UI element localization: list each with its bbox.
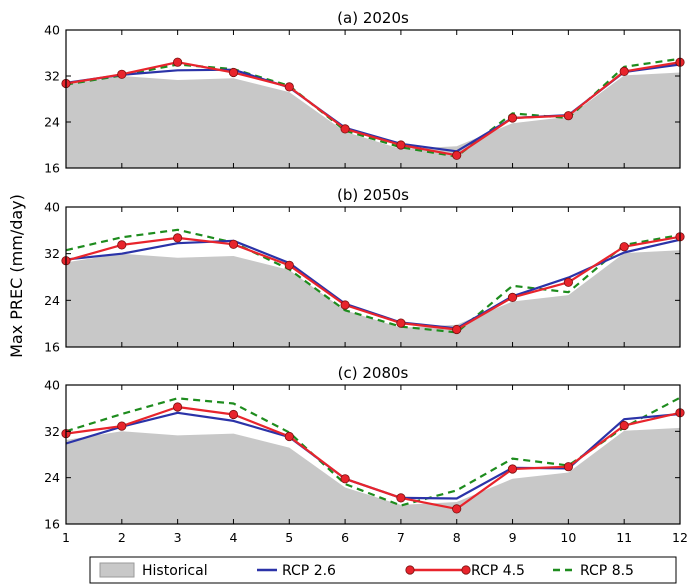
panel-title: (b) 2050s [337,186,409,204]
x-tick-label: 12 [672,530,688,545]
x-tick-label: 11 [616,530,632,545]
x-tick-label: 6 [341,530,349,545]
plot-frame [65,206,681,348]
plot-frame [65,384,681,525]
plot-area [66,57,680,168]
panel-2: 16 24 32 40 (b) 2050s [44,186,685,355]
y-tick-label: 40 [44,378,60,393]
chart-panels: 16 24 32 40 (a) 2020s 16 24 32 40 (b) 2050s 16 24 32… [44,9,685,532]
rcp-4-5-line [66,61,680,157]
rcp-4-5-marker [284,260,294,270]
rcp-4-5-line [66,405,680,510]
y-tick-label: 16 [44,161,60,176]
x-axis-ticks: 1 2 3 4 5 6 7 8 9 10 11 12 [62,530,688,545]
y-tick-label: 32 [44,246,60,261]
rcp-4-5-marker [563,277,574,287]
rcp-4-5-marker [507,113,518,123]
rcp-4-5-marker [619,242,629,252]
legend-label: RCP 2.6 [282,563,336,579]
legend-historical-swatch [99,562,135,578]
rcp-4-5-marker [452,324,462,335]
rcp-4-5-marker [507,464,518,474]
x-tick-label: 10 [560,530,576,545]
y-tick-label: 32 [44,69,60,84]
rcp-4-5-marker [340,300,350,310]
historical-area [66,427,680,524]
y-axis-label: Max PREC (mm/day) [7,194,26,358]
panel-title: (a) 2020s [337,9,409,27]
rcp-4-5-marker [284,431,294,442]
legend-label: RCP 8.5 [580,563,634,579]
rcp-4-5-marker [284,82,294,92]
plot-area [66,396,680,524]
legend-label: RCP 4.5 [471,563,525,579]
rcp-4-5-marker [228,67,239,78]
rcp-4-5-marker [452,504,462,514]
y-tick-label: 24 [44,115,60,130]
x-tick-label: 4 [229,530,237,545]
rcp-4-5-marker [228,239,239,249]
legend-label: Historical [142,563,208,579]
rcp-8-5-line [66,228,680,334]
x-tick-label: 1 [62,530,70,545]
rcp-4-5-marker [507,292,518,302]
rcp-8-5-line [66,396,680,507]
rcp-4-5-marker [340,474,350,484]
legend-box [89,556,677,584]
rcp-4-5-marker [173,57,183,67]
rcp-4-5-marker [117,421,127,431]
y-tick-label: 16 [44,517,60,532]
rcp-4-5-marker [173,233,183,243]
y-tick-label: 40 [44,23,60,38]
historical-area [66,72,680,168]
rcp-4-5-marker [173,402,183,412]
x-tick-label: 9 [509,530,517,545]
panel-1: 16 24 32 40 (a) 2020s [44,9,685,176]
rcp-4-5-marker [619,66,629,77]
plot-area [66,228,680,347]
panel-3: 16 24 32 40 (c) 2080s [44,364,685,532]
rcp-4-5-marker [396,140,406,150]
x-tick-label: 8 [453,530,461,545]
rcp-4-5-marker [452,150,462,160]
plot-frame [65,29,681,169]
y-tick-label: 40 [44,200,60,215]
legend-marker [405,565,415,575]
rcp-4-5-marker [228,409,239,420]
rcp-4-5-marker [563,462,574,472]
x-tick-label: 3 [174,530,182,545]
legend-marker [461,565,471,575]
y-tick-label: 24 [44,470,60,485]
panel-title: (c) 2080s [338,364,409,382]
y-tick-label: 24 [44,293,60,308]
y-tick-label: 16 [44,340,60,355]
historical-area [66,250,680,347]
x-tick-label: 7 [397,530,405,545]
legend: Historical RCP 2.6 RCP 4.5 RCP 8.5 [89,556,677,584]
rcp-4-5-marker [117,240,127,250]
rcp-4-5-marker [619,420,629,431]
rcp-4-5-line [66,235,680,331]
x-tick-label: 5 [285,530,293,545]
x-tick-label: 2 [118,530,126,545]
rcp-4-5-marker [340,124,350,134]
y-tick-label: 32 [44,424,60,439]
rcp-4-5-marker [396,493,406,503]
rcp-4-5-marker [396,318,406,328]
rcp-4-5-marker [563,111,574,121]
rcp-4-5-marker [117,69,127,79]
